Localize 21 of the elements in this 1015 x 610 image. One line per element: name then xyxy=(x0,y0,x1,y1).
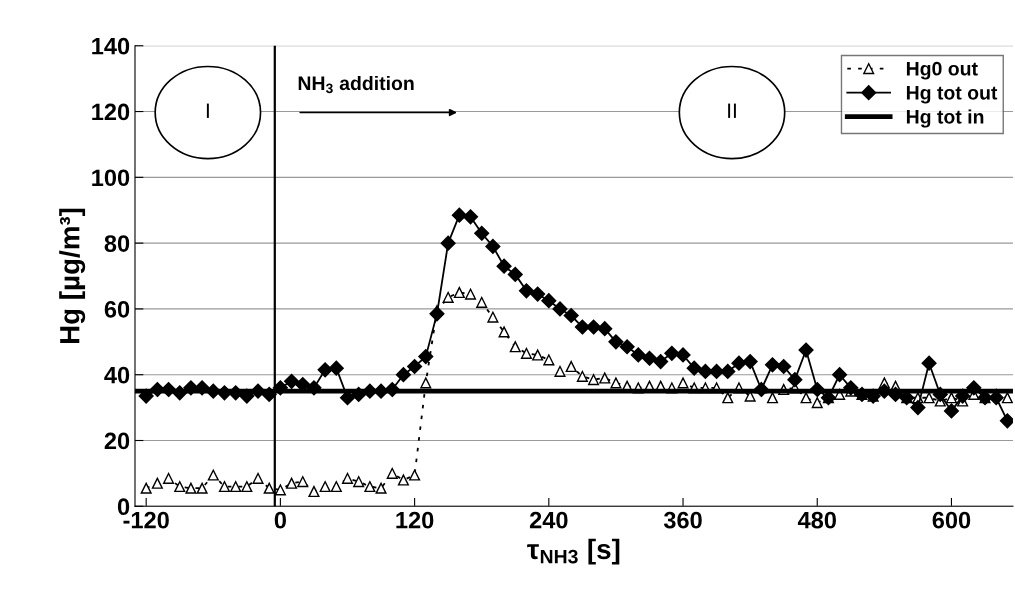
y-tick-label: 60 xyxy=(104,300,130,318)
x-axis-title: τ$_{NH3}$ [s] xyxy=(527,538,620,565)
x-tick-label: 600 xyxy=(932,511,971,529)
y-tick-label: 40 xyxy=(104,366,130,384)
legend-label: Hg tot in xyxy=(906,109,984,128)
y-tick-label: 20 xyxy=(104,432,130,450)
y-tick-label: 100 xyxy=(92,169,130,187)
legend-label: Hg tot out xyxy=(906,86,998,104)
y-tick-label: 120 xyxy=(92,103,130,121)
legend-label: Hg0 out xyxy=(906,61,978,80)
y-tick-label: 80 xyxy=(104,235,130,252)
y-axis-title: Hg [µg/m³] xyxy=(59,208,86,344)
x-tick-label: 120 xyxy=(396,511,434,529)
x-tick-label: 240 xyxy=(529,511,568,529)
x-tick-label: 480 xyxy=(797,511,836,529)
annotation: I xyxy=(206,103,209,118)
y-tick-label: 140 xyxy=(92,37,130,55)
x-tick-label: 360 xyxy=(663,511,702,529)
x-tick-label: 0 xyxy=(274,511,286,529)
annotation: NH$_{3}$ addition xyxy=(298,75,414,94)
annotation: II xyxy=(728,103,736,118)
